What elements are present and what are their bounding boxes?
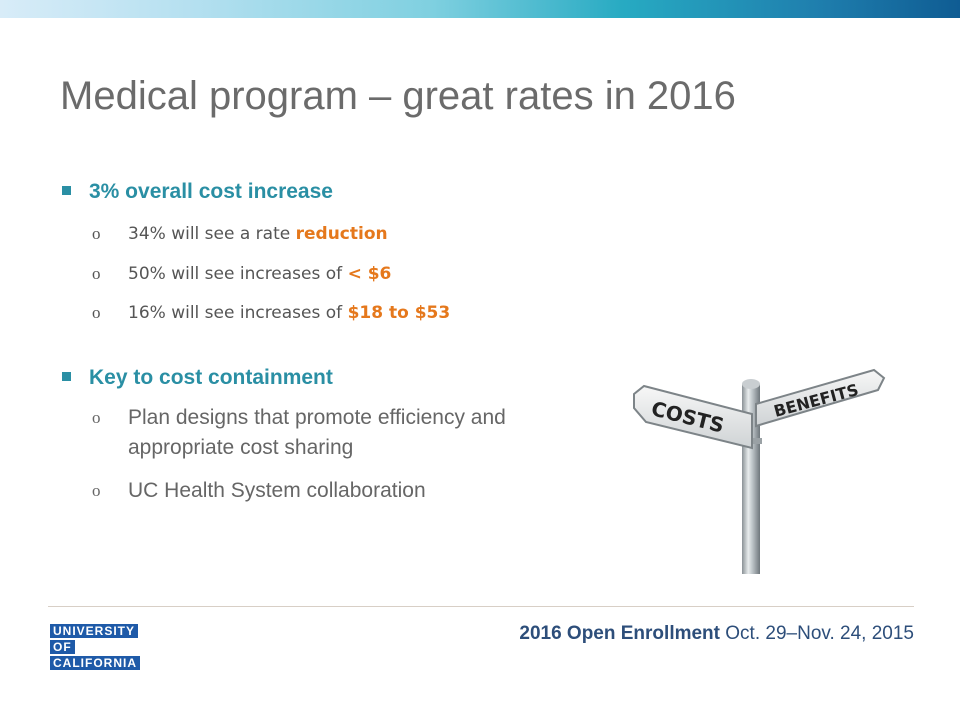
circle-bullet-icon: o: [92, 408, 101, 427]
sub-bullet-text: UC Health System collaboration: [128, 479, 426, 502]
square-bullet-icon: [62, 185, 71, 195]
bullet-label: Key to cost containment: [89, 366, 333, 389]
circle-bullet-icon: o: [92, 224, 101, 243]
enrollment-dates: Oct. 29–Nov. 24, 2015: [720, 623, 914, 644]
square-bullet-icon: [62, 371, 71, 381]
highlight-text: reduction: [295, 224, 388, 244]
costs-benefits-signpost-image: COSTS BENEFITS: [633, 368, 886, 574]
highlight-text: $18 to $53: [347, 303, 451, 323]
bullet-cost-increase: 3% overall cost increase: [62, 180, 333, 204]
sub-bullet-reduction: o 34% will see a rate reduction: [92, 224, 388, 244]
circle-bullet-icon: o: [92, 481, 101, 500]
enrollment-title: 2016 Open Enrollment: [519, 623, 720, 644]
bullet-label: 3% overall cost increase: [89, 180, 333, 203]
sub-bullet-text: Plan designs that promote efficiency and…: [128, 406, 506, 459]
top-gradient-bar: [0, 0, 960, 18]
logo-line: CALIFORNIA: [50, 656, 140, 670]
sub-bullet-text: 16% will see increases of: [128, 303, 348, 323]
circle-bullet-icon: o: [92, 264, 101, 283]
open-enrollment-dates: 2016 Open Enrollment Oct. 29–Nov. 24, 20…: [519, 623, 914, 645]
logo-line: UNIVERSITY: [50, 624, 139, 638]
sub-bullet-text: 50% will see increases of: [128, 264, 348, 284]
sub-bullet-text: 34% will see a rate: [128, 224, 296, 244]
logo-line: OF: [50, 640, 75, 654]
footer-divider: [48, 606, 914, 607]
sub-bullet-health-system: o UC Health System collaboration: [92, 476, 578, 506]
sub-bullet-plan-designs: o Plan designs that promote efficiency a…: [92, 403, 578, 463]
circle-bullet-icon: o: [92, 303, 101, 322]
university-of-california-logo: UNIVERSITY OF CALIFORNIA: [50, 624, 146, 672]
slide-title: Medical program – great rates in 2016: [60, 74, 736, 118]
sub-bullet-increase-small: o 50% will see increases of < $6: [92, 264, 391, 284]
highlight-text: < $6: [347, 264, 392, 284]
sub-bullet-increase-large: o 16% will see increases of $18 to $53: [92, 303, 450, 323]
bullet-cost-containment: Key to cost containment: [62, 366, 333, 390]
